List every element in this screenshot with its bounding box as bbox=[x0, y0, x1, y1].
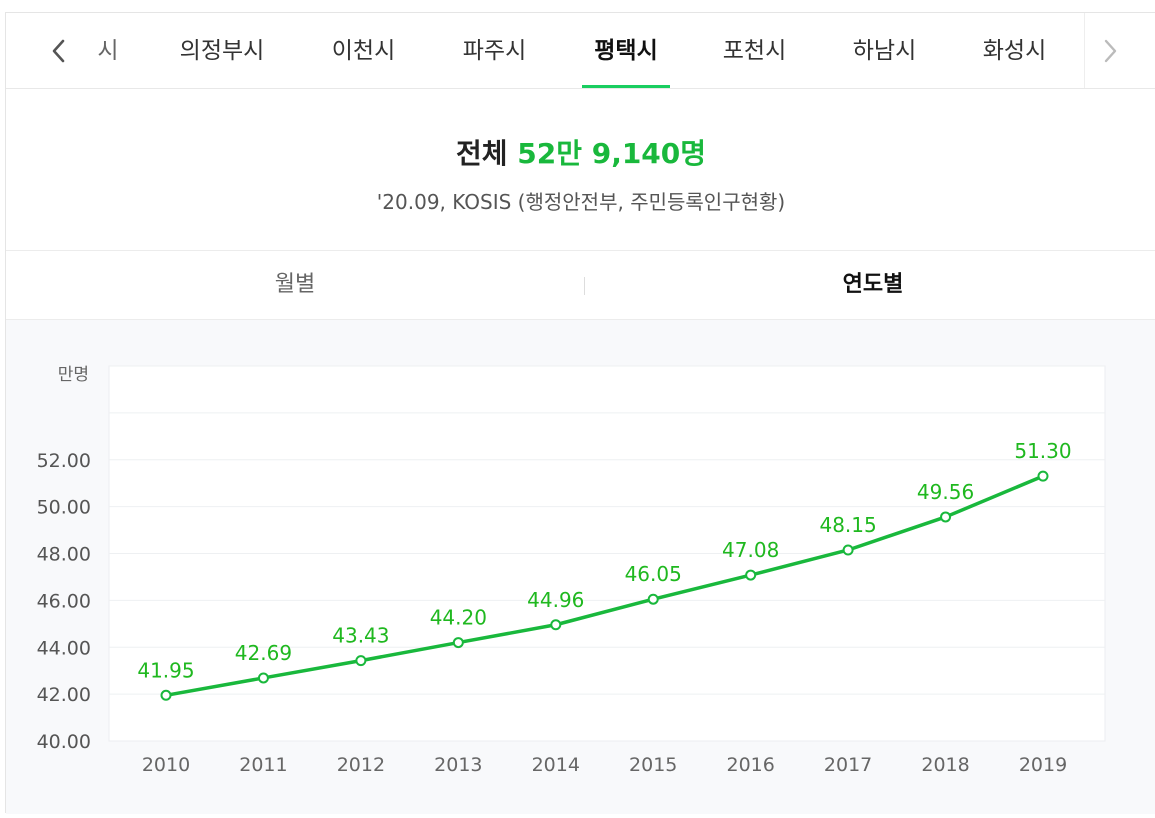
data-label: 47.08 bbox=[722, 538, 779, 562]
data-label: 43.43 bbox=[332, 624, 389, 648]
data-label: 44.96 bbox=[527, 588, 584, 612]
data-point[interactable] bbox=[160, 689, 172, 701]
population-widget: 시 의정부시 이천시 파주시 평택시 포천시 하남시 화성시 bbox=[5, 12, 1155, 814]
data-label: 49.56 bbox=[917, 480, 974, 504]
data-point[interactable] bbox=[745, 569, 757, 581]
tab-label: 하남시 bbox=[852, 38, 917, 64]
data-label: 41.95 bbox=[137, 658, 194, 682]
tab-partial-prev[interactable]: 시 bbox=[78, 13, 138, 88]
data-source: '20.09, KOSIS (행정안전부, 주민등록인구현황) bbox=[376, 190, 786, 214]
tab-uijeongbu[interactable]: 의정부시 bbox=[163, 13, 281, 88]
active-tab-indicator bbox=[582, 85, 670, 88]
y-tick-label: 42.00 bbox=[37, 684, 91, 706]
data-point[interactable] bbox=[550, 619, 562, 631]
chart-area: 40.00 42.00 44.00 46.00 48.00 50.00 52.00 2010… bbox=[6, 320, 1155, 814]
x-tick-label: 2013 bbox=[434, 754, 482, 776]
y-tick-label: 44.00 bbox=[37, 637, 91, 659]
y-tick-label: 46.00 bbox=[37, 590, 91, 612]
data-label: 42.69 bbox=[235, 641, 292, 665]
y-tick-label: 52.00 bbox=[37, 450, 91, 472]
x-tick-label: 2019 bbox=[1019, 754, 1067, 776]
period-toggle: 월별 연도별 bbox=[6, 251, 1155, 320]
x-tick-label: 2017 bbox=[824, 754, 872, 776]
y-tick-label: 50.00 bbox=[37, 497, 91, 519]
tab-pyeongtaek[interactable]: 평택시 bbox=[582, 13, 670, 88]
data-point[interactable] bbox=[257, 672, 269, 684]
yearly-option[interactable]: 연도별 bbox=[842, 272, 904, 297]
tab-label: 의정부시 bbox=[179, 38, 265, 64]
x-tick-label: 2018 bbox=[921, 754, 969, 776]
tab-paju[interactable]: 파주시 bbox=[442, 13, 547, 88]
chevron-left-icon bbox=[52, 39, 65, 62]
x-tick-label: 2014 bbox=[532, 754, 580, 776]
data-label: 44.20 bbox=[430, 606, 487, 630]
total-population: 전체 52만 9,140명 bbox=[6, 132, 1155, 172]
data-point[interactable] bbox=[355, 655, 367, 667]
tab-hanam[interactable]: 하남시 bbox=[832, 13, 937, 88]
data-point[interactable] bbox=[1037, 470, 1049, 482]
x-tick-label: 2016 bbox=[726, 754, 774, 776]
data-point[interactable] bbox=[647, 593, 659, 605]
chevron-right-icon bbox=[1104, 39, 1117, 62]
total-label: 전체 bbox=[455, 137, 508, 170]
data-label: 46.05 bbox=[625, 562, 682, 586]
y-unit-label: 만명 bbox=[58, 365, 89, 385]
x-tick-label: 2011 bbox=[239, 754, 287, 776]
data-point[interactable] bbox=[842, 544, 854, 556]
toggle-divider bbox=[584, 277, 585, 295]
total-value: 52만 9,140명 bbox=[517, 137, 707, 170]
tab-icheon[interactable]: 이천시 bbox=[311, 13, 416, 88]
x-tick-label: 2012 bbox=[337, 754, 385, 776]
x-tick-label: 2015 bbox=[629, 754, 677, 776]
data-point[interactable] bbox=[452, 637, 464, 649]
tab-label: 포천시 bbox=[722, 38, 787, 64]
tab-label: 평택시 bbox=[594, 38, 658, 64]
tab-label: 시 bbox=[97, 38, 119, 64]
next-arrow-button[interactable] bbox=[1084, 13, 1135, 88]
monthly-option[interactable]: 월별 bbox=[274, 272, 316, 297]
population-line-chart: 40.00 42.00 44.00 46.00 48.00 50.00 52.00 2010… bbox=[37, 365, 1106, 776]
data-point[interactable] bbox=[940, 511, 952, 523]
city-tab-bar: 시 의정부시 이천시 파주시 평택시 포천시 하남시 화성시 bbox=[6, 13, 1155, 89]
tab-pocheon[interactable]: 포천시 bbox=[702, 13, 807, 88]
tab-hwaseong[interactable]: 화성시 bbox=[962, 13, 1067, 88]
x-tick-label: 2010 bbox=[142, 754, 190, 776]
tab-label: 화성시 bbox=[982, 38, 1047, 64]
series-line bbox=[164, 474, 1045, 698]
data-label: 48.15 bbox=[819, 513, 876, 537]
y-tick-label: 40.00 bbox=[37, 731, 91, 753]
prev-arrow-button[interactable] bbox=[34, 13, 84, 88]
tab-label: 파주시 bbox=[462, 38, 527, 64]
y-tick-label: 48.00 bbox=[37, 544, 91, 566]
population-summary: 전체 52만 9,140명 '20.09, KOSIS (행정안전부, 주민등록… bbox=[6, 89, 1155, 251]
data-label: 51.30 bbox=[1014, 439, 1071, 463]
tab-label: 이천시 bbox=[331, 38, 396, 64]
